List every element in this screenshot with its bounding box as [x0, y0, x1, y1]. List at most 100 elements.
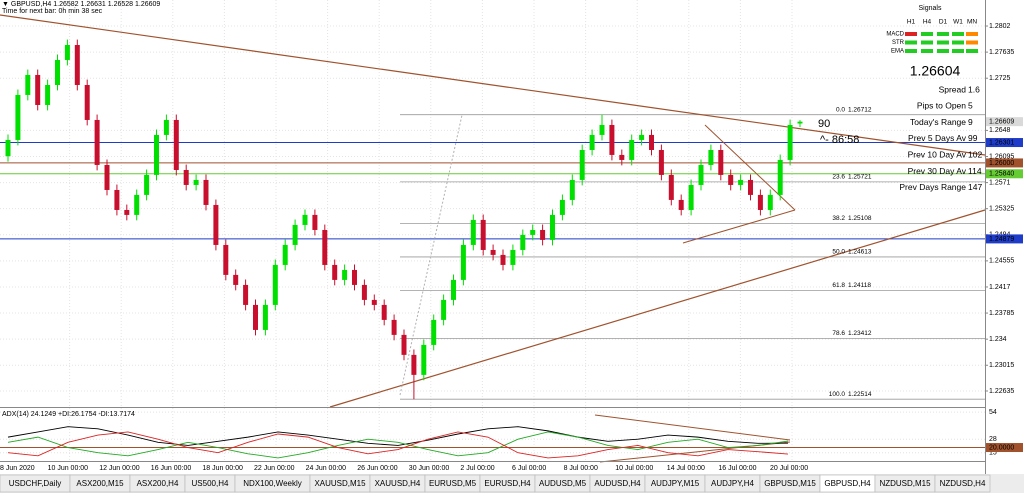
candle-body: [678, 199, 684, 210]
x-tick-label: 10 Jun 00:00: [48, 465, 89, 472]
indicator-title: ADX(14) 24.1249 +DI:26.1754 -DI:13.7174: [2, 411, 135, 418]
timer-line: Time for next bar: 0h min 38 sec: [2, 8, 103, 15]
signal-cell: [905, 49, 917, 53]
tab-label[interactable]: AUDJPY,H4: [711, 479, 755, 488]
tab-label[interactable]: EURUSD,H4: [484, 479, 531, 488]
indicator-line: [7, 431, 789, 459]
tab-label[interactable]: NZDUSD,H4: [940, 479, 986, 488]
x-tick-label: 16 Jun 00:00: [151, 465, 192, 472]
annotation: 90: [818, 118, 830, 130]
info-value: 102: [968, 149, 982, 159]
candle-body: [352, 269, 357, 285]
timeframe-label: W1: [953, 19, 963, 26]
x-tick-label: 8 Jun 2020: [0, 465, 35, 472]
candle-body: [451, 279, 456, 300]
triangle-line: [682, 209, 796, 244]
y-tick-label: 1.22635: [989, 388, 1014, 395]
info-label: Today's Range: [910, 117, 966, 127]
price-tag: [986, 234, 1023, 244]
timeframe-label: H1: [907, 19, 916, 26]
tab[interactable]: [934, 474, 991, 493]
candle-body: [173, 119, 179, 170]
indicator-line: [7, 426, 789, 446]
trend-line: [329, 209, 986, 408]
candle-body: [312, 214, 318, 230]
candle-body: [728, 174, 734, 185]
candle-body: [559, 199, 565, 215]
timeframe-label: MN: [967, 19, 977, 26]
candle-body: [94, 119, 100, 165]
candle-body: [421, 344, 427, 375]
candle-body: [460, 244, 466, 280]
candle-body: [589, 134, 595, 150]
y-tick-label: 1.23785: [989, 310, 1014, 317]
symbol-line: ▼ GBPUSD,H4 1.26582 1.26631 1.26528 1.26…: [2, 1, 160, 8]
tab-label[interactable]: GBPUSD,H4: [824, 479, 871, 488]
tab-label[interactable]: NZDUSD,M15: [879, 479, 931, 488]
annotation: ^- 86:58: [820, 134, 859, 146]
y-tick-label: 28: [989, 436, 997, 443]
candle-body: [45, 84, 51, 105]
x-tick-label: 2 Jul 00:00: [460, 465, 494, 472]
info-label: Spread: [939, 84, 967, 94]
fib-level: 0.0: [836, 106, 845, 113]
y-tick-label: 1.23015: [989, 362, 1014, 369]
indicator-label: EMA: [891, 49, 904, 55]
candle-body: [154, 134, 159, 175]
candle-body: [797, 121, 803, 124]
candle-body: [193, 179, 199, 185]
fib-level: 50.0: [832, 249, 845, 256]
y-tick-label: 1.234: [989, 336, 1007, 343]
info-value: 1.6: [968, 84, 980, 94]
candle-body: [490, 249, 496, 255]
candle-body: [371, 299, 377, 305]
signal-cell: [905, 32, 917, 36]
candle-body: [530, 229, 536, 235]
tab-label[interactable]: NDX100,Weekly: [243, 479, 302, 488]
candle-body: [698, 164, 704, 185]
fib-level: 23.6: [832, 174, 845, 181]
candle-body: [272, 264, 278, 305]
tab-label[interactable]: EURUSD,M5: [429, 479, 477, 488]
candle-body: [619, 154, 625, 160]
candle-body: [609, 124, 615, 155]
candle-body: [64, 45, 70, 60]
fib-price: 1.25108: [848, 215, 872, 222]
price-tag: [986, 138, 1023, 148]
tab-label[interactable]: ASX200,H4: [137, 479, 179, 488]
fib-level: 100.0: [829, 391, 846, 398]
tab-label[interactable]: AUDJPY,M15: [651, 479, 700, 488]
candle-body: [213, 204, 219, 245]
candle-body: [262, 304, 268, 330]
tab-label[interactable]: US500,H4: [192, 479, 229, 488]
tab-label[interactable]: GBPUSD,M15: [764, 479, 816, 488]
y-tick-label: 1.27635: [989, 49, 1014, 56]
tab-label[interactable]: AUDUSD,H4: [594, 479, 641, 488]
y-tick-label: 1.2725: [989, 75, 1011, 82]
candle-body: [599, 124, 605, 135]
y-tick-label: 54: [989, 409, 997, 416]
candle-body: [163, 119, 169, 135]
candle-body: [124, 209, 130, 215]
tab-label[interactable]: AUDUSD,M5: [539, 479, 587, 488]
price-tag-label: 1.26301: [989, 139, 1014, 146]
tab-label[interactable]: USDCHF,Daily: [9, 479, 61, 488]
price-tag: [986, 158, 1023, 168]
candle-body: [332, 264, 338, 280]
y-tick-label: 1.2802: [989, 23, 1011, 30]
candle-body: [183, 169, 189, 185]
tab-label[interactable]: XAUUSD,H4: [375, 479, 421, 488]
candle-body: [134, 194, 140, 215]
candle-body: [361, 284, 367, 300]
info-value: 147: [968, 182, 982, 192]
tab-label[interactable]: ASX200,M15: [76, 479, 124, 488]
level-tag: [986, 443, 1023, 453]
tab-label[interactable]: XAUUSD,M15: [314, 479, 366, 488]
info-value: 114: [968, 166, 982, 176]
axes: 1.28021.276351.27251.26481.260951.25711.…: [0, 23, 1023, 472]
candle-body: [718, 149, 724, 175]
fib-price: 1.24118: [848, 282, 871, 289]
candle-body: [787, 124, 793, 160]
signal-cell: [966, 32, 978, 36]
